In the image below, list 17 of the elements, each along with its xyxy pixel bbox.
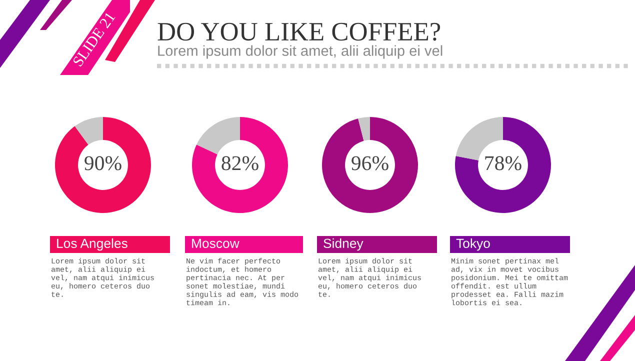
text: Moscow	[192, 238, 240, 248]
data-label: 78%	[485, 156, 522, 170]
data-label: 82%	[222, 156, 258, 170]
donut-slice	[322, 117, 418, 213]
donut-slice	[74, 117, 103, 145]
donut-slice	[455, 117, 551, 213]
data-label: 96%	[352, 156, 388, 170]
text: Los Angeles	[57, 238, 128, 251]
text: Sidney	[324, 238, 364, 251]
donut-slice	[196, 117, 240, 154]
donut-slice	[358, 117, 370, 141]
data-label: 90%	[84, 156, 122, 170]
donut-slice	[55, 117, 151, 213]
text: Lorem ipsum dolor sit amet, alii aliquip ei vel	[158, 45, 442, 59]
text: DO YOU LIKE COFFEE?	[158, 22, 440, 41]
donut-slice	[192, 117, 288, 213]
text: Tokyo	[456, 238, 490, 251]
